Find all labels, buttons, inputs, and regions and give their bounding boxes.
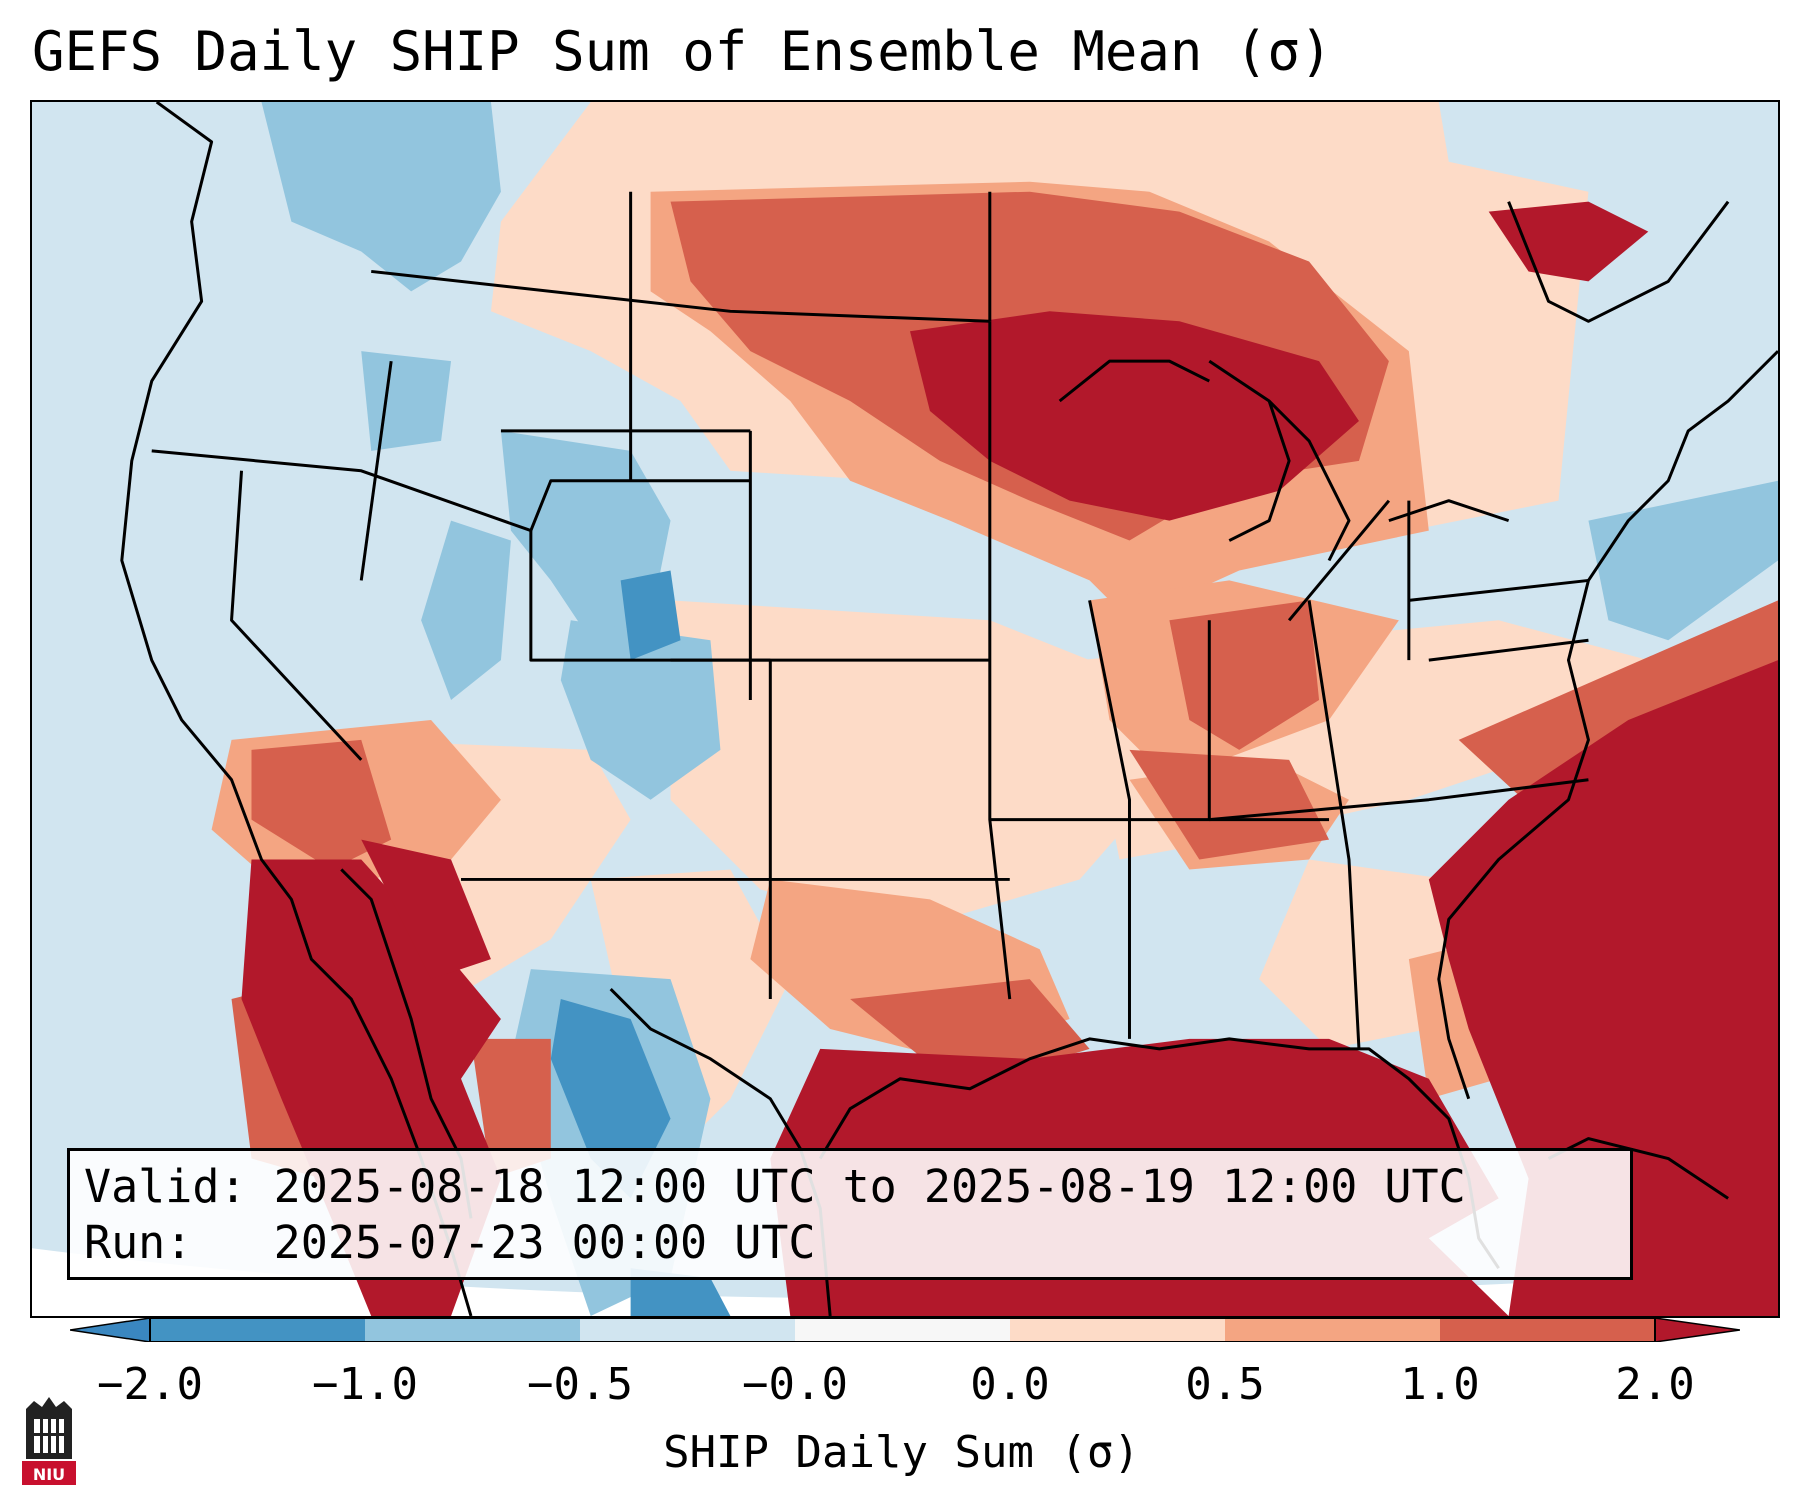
ship-anomaly-map [32,102,1778,1316]
colorbar-tick: 1.0 [1400,1359,1480,1410]
colorbar-tick: −0.0 [742,1359,848,1410]
colorbar-tick: 0.5 [1185,1359,1265,1410]
colorbar-tick: 2.0 [1615,1359,1695,1410]
colorbar-bin-neg1-neg05 [365,1318,580,1342]
colorbar-bin-05-1 [1225,1318,1440,1342]
colorbar-max-extend [1654,1318,1740,1342]
colorbar [70,1318,1740,1342]
coastlines-and-borders [120,102,1778,1316]
colorbar-bin-neg05-0 [580,1318,795,1342]
map-frame [30,100,1780,1318]
logo-text: NIU [33,1465,65,1484]
niu-logo: NIU [22,1397,76,1485]
colorbar-tick: 0.0 [970,1359,1050,1410]
colorbar-bin-zero [795,1318,1010,1342]
colorbar-label: SHIP Daily Sum (σ) [663,1427,1140,1478]
run-time-line: Run: 2025-07-23 00:00 UTC [84,1216,816,1269]
colorbar-outline [149,1318,1656,1342]
colorbar-bin-0-05 [1010,1318,1225,1342]
map-title: GEFS Daily SHIP Sum of Ensemble Mean (σ) [32,20,1333,83]
valid-time-line: Valid: 2025-08-18 12:00 UTC to 2025-08-1… [84,1160,1466,1213]
colorbar-bin-neg2-neg1 [150,1318,365,1342]
colorbar-tick: −0.5 [527,1359,633,1410]
colorbar-bin-1-2 [1440,1318,1655,1342]
colorbar-tick: −1.0 [312,1359,418,1410]
valid-run-info-box: Valid: 2025-08-18 12:00 UTC to 2025-08-1… [67,1148,1633,1280]
colorbar-min-extend [70,1318,151,1342]
colorbar-tick: −2.0 [97,1359,203,1410]
